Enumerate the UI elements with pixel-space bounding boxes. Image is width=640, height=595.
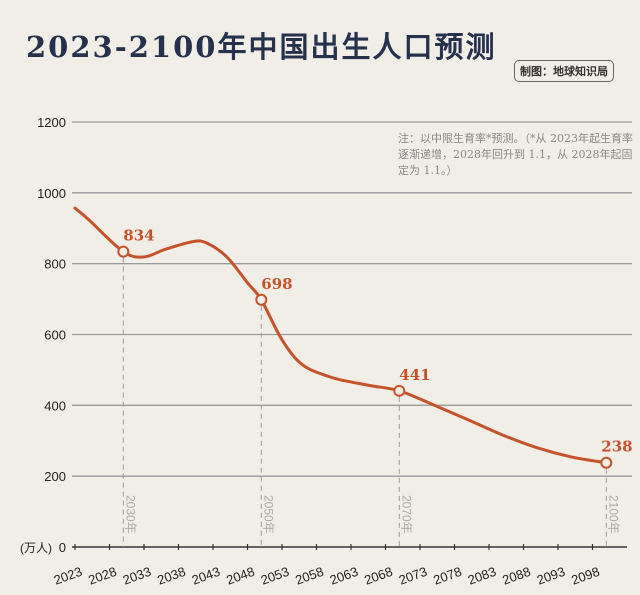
data-point: [117, 245, 130, 258]
x-tick-label: 2048: [224, 564, 256, 588]
data-label: 238: [601, 438, 632, 456]
x-tick-label: 2023: [52, 564, 84, 588]
data-point: [600, 456, 613, 469]
x-tick-label: 2038: [155, 564, 187, 588]
x-tick-label: 2043: [190, 564, 222, 588]
x-tick-label: 2033: [121, 564, 153, 588]
x-tick-label: 2093: [535, 564, 567, 588]
y-tick-label: 1200: [37, 115, 66, 130]
marker-year-label: 2030年: [123, 495, 137, 534]
data-label: 698: [261, 275, 292, 293]
x-tick-label: 2053: [259, 564, 291, 588]
x-tick-label: 2058: [293, 564, 325, 588]
y-tick-label: 400: [44, 398, 66, 413]
y-tick-label: 200: [44, 469, 66, 484]
x-tick-label: 2078: [431, 564, 463, 588]
series-line: [73, 206, 608, 465]
x-tick-label: 2083: [466, 564, 498, 588]
data-label: 441: [399, 366, 430, 384]
x-tick-label: 2063: [328, 564, 360, 588]
data-point: [255, 293, 268, 306]
y-tick-label: 1000: [37, 186, 66, 201]
chart-title: 2023-2100年中国出生人口预测: [26, 30, 497, 64]
y-tick-label: 600: [44, 328, 66, 343]
data-label: 834: [123, 227, 154, 245]
marker-year-label: 2070年: [399, 495, 413, 534]
chart-note: 注：以中限生育率*预测。（*从 2023年起生育率逐渐递增，2028年回升到 1…: [398, 132, 633, 177]
y-tick-label: 0: [59, 540, 66, 555]
x-tick-label: 2028: [86, 564, 118, 588]
y-tick-label: 800: [44, 257, 66, 272]
y-axis-unit: (万人): [20, 541, 52, 555]
x-tick-label: 2073: [397, 564, 429, 588]
data-point: [393, 384, 406, 397]
x-tick-label: 2098: [569, 564, 601, 588]
x-tick-label: 2068: [362, 564, 394, 588]
x-tick-label: 2088: [500, 564, 532, 588]
marker-year-label: 2050年: [261, 495, 275, 534]
marker-year-label: 2100年: [606, 495, 620, 534]
credit-badge: 制图：地球知识局: [514, 60, 614, 82]
